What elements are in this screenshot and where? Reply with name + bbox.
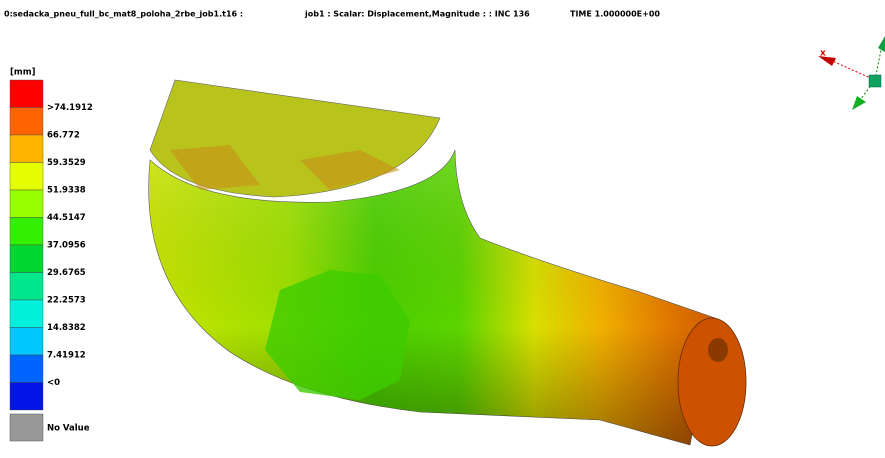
result-info: job1 : Scalar: Displacement,Magnitude : … xyxy=(304,10,530,19)
legend-swatch xyxy=(9,189,44,218)
legend-swatch xyxy=(9,272,44,301)
legend-label: 37.0956 xyxy=(47,241,86,251)
legend-label: <0 xyxy=(47,378,60,388)
time-info: TIME 1.000000E+00 xyxy=(570,10,660,19)
legend-label: 7.41912 xyxy=(47,351,86,361)
fe-model xyxy=(148,79,747,447)
legend-label: 22.2573 xyxy=(47,296,86,306)
legend-swatch xyxy=(9,217,44,246)
legend-label: 59.3529 xyxy=(47,158,86,168)
legend-label: >74.1912 xyxy=(47,103,93,113)
axis-triad: x xyxy=(818,36,885,110)
legend-swatch xyxy=(9,299,44,328)
legend-swatch xyxy=(9,354,44,383)
legend-swatch xyxy=(9,107,44,136)
no-value-label: No Value xyxy=(47,424,90,434)
legend-label: 29.6765 xyxy=(47,268,86,278)
legend-swatch xyxy=(9,382,44,411)
legend-unit: [mm] xyxy=(10,68,36,78)
legend-label: 51.9338 xyxy=(47,186,86,196)
no-value-swatch xyxy=(9,413,44,442)
legend-swatch xyxy=(9,162,44,191)
legend-label: 14.8382 xyxy=(47,323,86,333)
legend-swatch xyxy=(9,244,44,273)
legend-label: 66.772 xyxy=(47,131,80,141)
legend: >74.1912 66.772 59.3529 51.9338 44.5147 37.09… xyxy=(9,79,93,411)
legend-label: 44.5147 xyxy=(47,213,86,223)
legend-swatch xyxy=(9,327,44,356)
legend-swatch xyxy=(9,79,44,108)
x-axis-label: x xyxy=(820,49,826,59)
model-name: 0:sedacka_pneu_full_bc_mat8_poloha_2rbe_… xyxy=(4,10,243,19)
legend-swatch xyxy=(9,134,44,163)
